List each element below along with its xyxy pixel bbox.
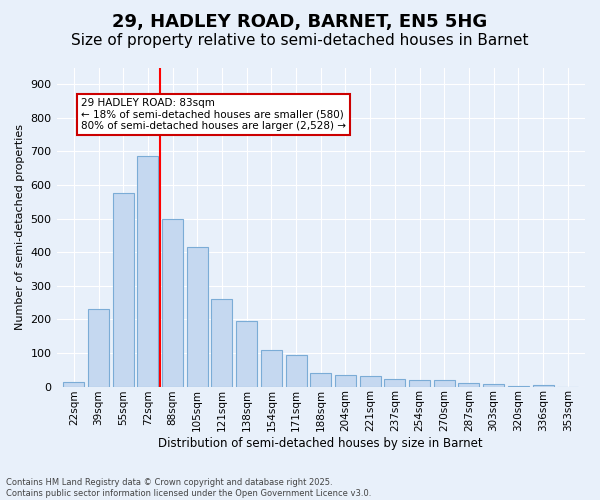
Bar <box>458 383 479 386</box>
Bar <box>409 380 430 386</box>
Y-axis label: Number of semi-detached properties: Number of semi-detached properties <box>15 124 25 330</box>
Bar <box>187 247 208 386</box>
Bar <box>162 218 183 386</box>
Bar <box>211 299 232 386</box>
Text: 29 HADLEY ROAD: 83sqm
← 18% of semi-detached houses are smaller (580)
80% of sem: 29 HADLEY ROAD: 83sqm ← 18% of semi-deta… <box>81 98 346 131</box>
Bar <box>434 380 455 386</box>
Bar <box>359 376 380 386</box>
Bar <box>113 194 134 386</box>
Bar <box>483 384 504 386</box>
Text: Size of property relative to semi-detached houses in Barnet: Size of property relative to semi-detach… <box>71 32 529 48</box>
Bar <box>533 385 554 386</box>
Bar <box>335 375 356 386</box>
Bar <box>137 156 158 386</box>
Bar <box>385 379 406 386</box>
Text: Contains HM Land Registry data © Crown copyright and database right 2025.
Contai: Contains HM Land Registry data © Crown c… <box>6 478 371 498</box>
Bar <box>236 321 257 386</box>
X-axis label: Distribution of semi-detached houses by size in Barnet: Distribution of semi-detached houses by … <box>158 437 483 450</box>
Bar <box>286 354 307 386</box>
Text: 29, HADLEY ROAD, BARNET, EN5 5HG: 29, HADLEY ROAD, BARNET, EN5 5HG <box>112 12 488 30</box>
Bar <box>88 310 109 386</box>
Bar <box>310 373 331 386</box>
Bar <box>64 382 85 386</box>
Bar <box>261 350 282 387</box>
